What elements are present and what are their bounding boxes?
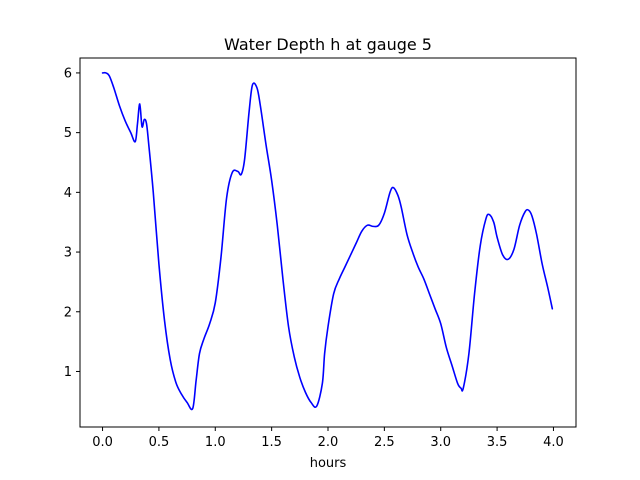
- x-tick-label: 3.0: [430, 435, 451, 450]
- y-tick-label: 6: [64, 66, 72, 81]
- plot-layer: [101, 71, 554, 411]
- x-tick-label: 0.5: [149, 435, 170, 450]
- x-axis: 0.0 0.5 1.0 1.5 2.0 2.5 3.0 3.5 4.0: [92, 427, 564, 450]
- x-tick-label: 2.5: [374, 435, 395, 450]
- y-tick-label: 5: [64, 126, 72, 141]
- x-tick-label: 3.5: [487, 435, 508, 450]
- y-tick-label: 4: [64, 186, 72, 201]
- x-axis-label: hours: [310, 456, 347, 471]
- x-tick-label: 2.0: [318, 435, 339, 450]
- y-axis: 1 2 3 4 5 6: [64, 66, 80, 380]
- x-tick-label: 1.5: [261, 435, 282, 450]
- x-tick-label: 0.0: [92, 435, 113, 450]
- x-tick-label: 4.0: [543, 435, 564, 450]
- y-tick-label: 3: [64, 246, 72, 261]
- y-tick-label: 2: [64, 305, 72, 320]
- y-tick-label: 1: [64, 365, 72, 380]
- series-line-0: [101, 71, 554, 411]
- x-tick-label: 1.0: [205, 435, 226, 450]
- chart-title: Water Depth h at gauge 5: [224, 35, 432, 54]
